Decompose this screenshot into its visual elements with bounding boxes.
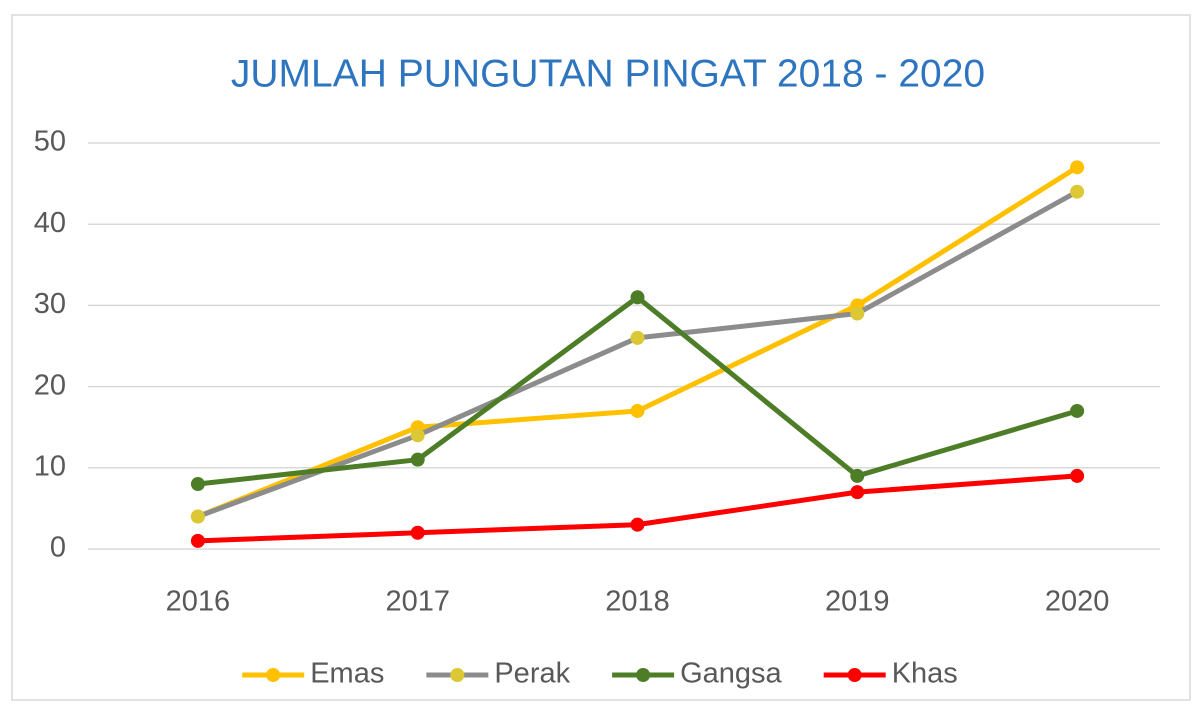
point xyxy=(190,509,205,524)
point xyxy=(190,533,205,548)
x-tick-label: 2016 xyxy=(166,586,231,618)
chart-border xyxy=(11,14,1191,701)
y-tick-label: 40 xyxy=(34,207,66,239)
chart-title: JUMLAH PUNGUTAN PINGAT 2018 - 2020 xyxy=(231,52,985,95)
x-tick-label: 2019 xyxy=(825,586,890,618)
point xyxy=(630,330,645,345)
point xyxy=(410,525,425,540)
point xyxy=(850,485,865,500)
legend-label: Gangsa xyxy=(680,658,782,690)
point xyxy=(850,306,865,321)
point xyxy=(630,403,645,418)
y-tick-label: 20 xyxy=(34,369,66,401)
point xyxy=(410,452,425,467)
point xyxy=(630,290,645,305)
point xyxy=(850,468,865,483)
point xyxy=(1070,468,1085,483)
y-tick-label: 0 xyxy=(50,532,66,564)
x-tick-label: 2017 xyxy=(385,586,450,618)
legend-marker xyxy=(450,668,465,682)
x-tick-label: 2018 xyxy=(605,586,670,618)
point xyxy=(410,428,425,443)
point xyxy=(1070,184,1085,199)
legend-label: Khas xyxy=(892,658,958,690)
y-tick-label: 50 xyxy=(34,126,66,158)
y-tick-label: 30 xyxy=(34,288,66,320)
legend-marker xyxy=(847,668,862,682)
legend-marker xyxy=(636,668,651,682)
point xyxy=(190,477,205,492)
legend-marker xyxy=(266,668,281,682)
legend-label: Perak xyxy=(494,658,570,690)
point xyxy=(1070,160,1085,175)
legend-label: Emas xyxy=(310,658,384,690)
point xyxy=(1070,403,1085,418)
point xyxy=(630,517,645,532)
y-tick-label: 10 xyxy=(34,450,66,482)
x-tick-label: 2020 xyxy=(1045,586,1110,618)
